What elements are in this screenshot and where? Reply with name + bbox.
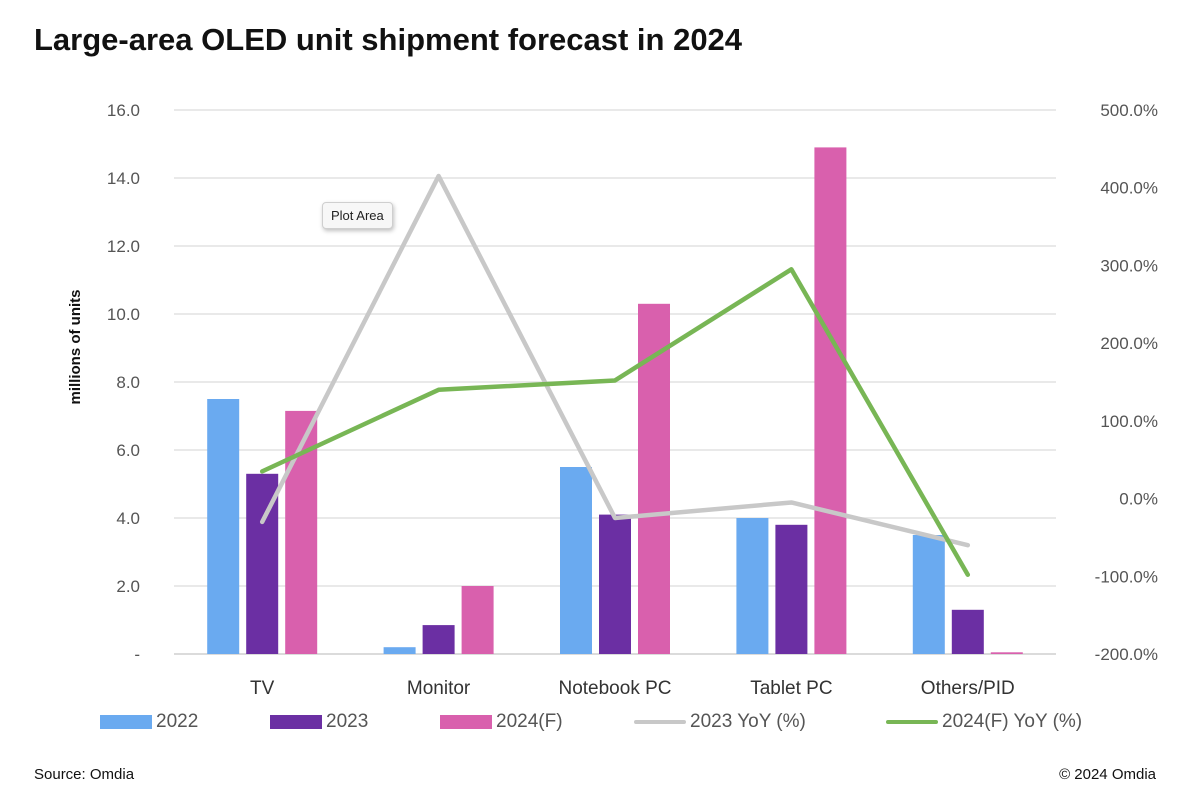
- y-tick-label: 8.0: [116, 373, 140, 392]
- y2-tick-label: 200.0%: [1100, 334, 1158, 353]
- yoy-lines: [259, 173, 971, 577]
- bar-2024f[interactable]: [990, 652, 1023, 654]
- legend-label-2023: 2023: [326, 711, 369, 732]
- y-tick-label: 6.0: [116, 441, 140, 460]
- y-tick-label: -: [134, 645, 140, 664]
- bar-2022[interactable]: [383, 647, 416, 654]
- legend-item-2023[interactable]: 2023: [270, 711, 368, 733]
- bar-2022[interactable]: [207, 399, 240, 654]
- y-axis-label: millions of units: [67, 290, 84, 405]
- y-tick-label: 4.0: [116, 509, 140, 528]
- y-tick-label: 16.0: [107, 101, 140, 120]
- y2-tick-label: 0.0%: [1119, 490, 1158, 509]
- category-label: Others/PID: [921, 678, 1015, 699]
- legend-item-2022[interactable]: 2022: [100, 711, 198, 733]
- legend-swatch-2023-yoy: [634, 720, 686, 724]
- bar-2022[interactable]: [736, 518, 769, 654]
- line-2023yoy[interactable]: [259, 173, 971, 548]
- bar-2023[interactable]: [951, 609, 984, 654]
- y-tick-label: 12.0: [107, 237, 140, 256]
- legend-item-2024f-yoy[interactable]: 2024(F) YoY (%): [886, 711, 1082, 733]
- y-tick-label: 14.0: [107, 169, 140, 188]
- y2-tick-label: -200.0%: [1095, 645, 1158, 664]
- bar-2023[interactable]: [775, 524, 808, 654]
- category-label: Tablet PC: [750, 678, 832, 699]
- y2-tick-label: 300.0%: [1100, 256, 1158, 275]
- bar-2024f[interactable]: [461, 586, 494, 654]
- bars: [207, 147, 1023, 654]
- legend-label-2023-yoy: 2023 YoY (%): [690, 711, 806, 732]
- plot-area-tooltip: Plot Area: [322, 202, 393, 229]
- copyright-note: © 2024 Omdia: [1059, 766, 1156, 783]
- source-note: Source: Omdia: [34, 766, 135, 783]
- bar-2022[interactable]: [912, 535, 945, 654]
- legend-item-2024f[interactable]: 2024(F): [440, 711, 563, 733]
- chart-title: Large-area OLED unit shipment forecast i…: [34, 22, 743, 57]
- y2-tick-label: -100.0%: [1095, 567, 1158, 586]
- category-label: TV: [250, 678, 275, 699]
- category-label: Monitor: [407, 678, 471, 699]
- legend-label-2022: 2022: [156, 711, 199, 732]
- legend-swatch-2024f-yoy: [886, 720, 938, 724]
- bar-2024f[interactable]: [814, 147, 847, 654]
- right-axis-ticks: -200.0% -100.0% 0.0% 100.0% 200.0% 300.0% 400.…: [1095, 101, 1158, 664]
- legend-label-2024f-yoy: 2024(F) YoY (%): [942, 711, 1083, 732]
- legend-item-2023-yoy[interactable]: 2023 YoY (%): [634, 711, 806, 733]
- legend-swatch-2023: [270, 715, 322, 729]
- y2-tick-label: 400.0%: [1100, 179, 1158, 198]
- y-tick-label: 10.0: [107, 305, 140, 324]
- y2-tick-label: 500.0%: [1100, 101, 1158, 120]
- legend-label-2024f: 2024(F): [496, 711, 563, 732]
- line-2024fyoy[interactable]: [259, 267, 971, 577]
- y-tick-label: 2.0: [116, 577, 140, 596]
- category-labels: TV Monitor Notebook PC Tablet PC Others/PID: [250, 678, 1015, 699]
- bar-2023[interactable]: [422, 625, 455, 654]
- legend-swatch-2022: [100, 715, 152, 729]
- bar-2023[interactable]: [599, 514, 631, 654]
- bar-2022[interactable]: [560, 467, 592, 654]
- y2-tick-label: 100.0%: [1100, 412, 1158, 431]
- legend-swatch-2024f: [440, 715, 492, 729]
- left-axis-ticks: - 2.0 4.0 6.0 8.0 10.0 12.0 14.0 16.0: [107, 101, 140, 664]
- category-label: Notebook PC: [558, 678, 671, 699]
